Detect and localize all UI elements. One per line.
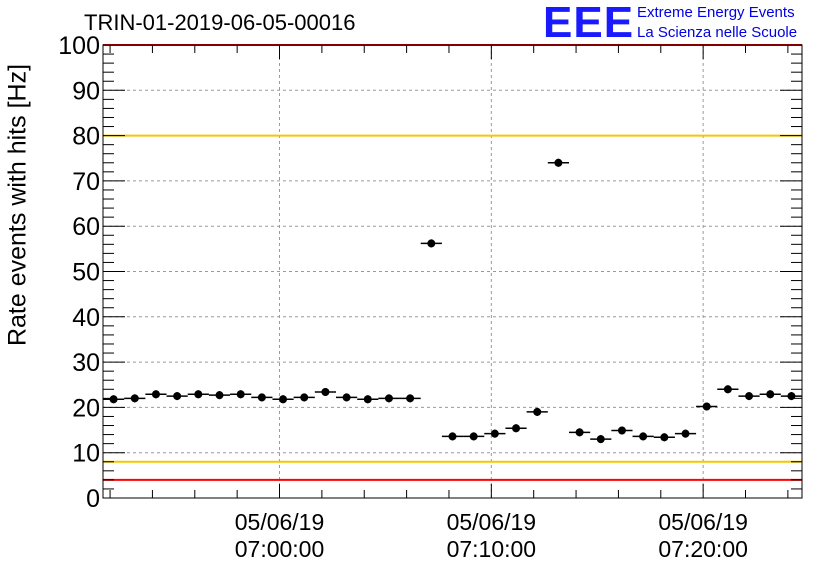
y-tick-label-6: 60 bbox=[72, 213, 100, 241]
data-point bbox=[441, 432, 464, 441]
data-point bbox=[399, 394, 421, 403]
y-tick-label-10: 100 bbox=[58, 32, 100, 60]
data-point bbox=[653, 433, 675, 442]
point-marker bbox=[596, 435, 605, 444]
data-point bbox=[547, 158, 569, 167]
point-marker bbox=[257, 393, 266, 402]
logo-line-1: Extreme Energy Events bbox=[637, 4, 795, 21]
y-tick-label-3: 30 bbox=[72, 349, 100, 377]
y-tick-label-9: 90 bbox=[72, 77, 100, 105]
data-point bbox=[293, 393, 315, 402]
point-marker bbox=[342, 393, 351, 402]
point-marker bbox=[194, 390, 203, 399]
point-marker bbox=[406, 394, 415, 403]
point-marker bbox=[681, 429, 690, 438]
point-marker bbox=[554, 158, 563, 167]
data-point bbox=[484, 429, 506, 438]
point-marker bbox=[109, 395, 118, 404]
logo-line-2: La Scienza nelle Scuole bbox=[637, 24, 798, 41]
x-tick-time-2: 07:20:00 bbox=[658, 536, 748, 562]
point-marker bbox=[617, 426, 626, 435]
point-marker bbox=[533, 407, 542, 416]
x-tick-time-0: 07:00:00 bbox=[235, 536, 325, 562]
y-tick-label-2: 20 bbox=[72, 394, 100, 422]
point-marker bbox=[151, 390, 160, 399]
y-tick-label-0: 0 bbox=[86, 485, 100, 513]
y-tick-label-1: 10 bbox=[72, 440, 100, 468]
data-point bbox=[208, 391, 231, 400]
y-tick-label-4: 40 bbox=[72, 304, 100, 332]
chart-title: TRIN-01-2019-06-05-00016 bbox=[84, 10, 356, 35]
data-point bbox=[759, 390, 781, 399]
data-point bbox=[103, 395, 125, 404]
point-marker bbox=[236, 390, 245, 399]
point-marker bbox=[173, 392, 182, 401]
point-marker bbox=[660, 433, 669, 442]
data-point bbox=[314, 387, 336, 396]
point-marker bbox=[384, 394, 393, 403]
data-point bbox=[780, 392, 802, 401]
data-point bbox=[569, 428, 591, 437]
data-point bbox=[696, 402, 718, 411]
data-point bbox=[357, 395, 379, 404]
point-marker bbox=[448, 432, 457, 441]
data-point bbox=[505, 424, 527, 433]
data-point bbox=[526, 407, 548, 416]
data-point bbox=[738, 392, 760, 401]
point-marker bbox=[787, 392, 796, 401]
point-marker bbox=[215, 391, 224, 400]
x-tick-date-1: 05/06/19 bbox=[447, 509, 537, 535]
data-point bbox=[124, 394, 146, 403]
data-point bbox=[717, 385, 739, 394]
data-point bbox=[611, 426, 633, 435]
point-marker bbox=[766, 390, 775, 399]
data-point bbox=[187, 390, 209, 399]
data-point bbox=[632, 432, 654, 441]
x-tick-date-2: 05/06/19 bbox=[658, 509, 748, 535]
data-point bbox=[420, 239, 442, 248]
data-point bbox=[463, 432, 485, 441]
data-point bbox=[674, 429, 697, 438]
point-marker bbox=[427, 239, 436, 248]
x-tick-time-1: 07:10:00 bbox=[447, 536, 537, 562]
data-point bbox=[145, 390, 167, 399]
eee-logo: EEE bbox=[543, 0, 635, 47]
y-tick-label-7: 70 bbox=[72, 168, 100, 196]
data-point bbox=[336, 393, 358, 402]
point-marker bbox=[639, 432, 648, 441]
point-marker bbox=[279, 395, 288, 404]
point-marker bbox=[363, 395, 372, 404]
point-marker bbox=[130, 394, 139, 403]
x-tick-date-0: 05/06/19 bbox=[235, 509, 325, 535]
point-marker bbox=[575, 428, 584, 437]
point-marker bbox=[512, 424, 521, 433]
point-marker bbox=[469, 432, 478, 441]
point-marker bbox=[702, 402, 711, 411]
point-marker bbox=[745, 392, 754, 401]
y-tick-label-8: 80 bbox=[72, 123, 100, 151]
point-marker bbox=[321, 387, 330, 396]
data-point bbox=[166, 392, 188, 401]
data-point bbox=[251, 393, 273, 402]
y-tick-label-5: 50 bbox=[72, 259, 100, 287]
point-marker bbox=[490, 429, 499, 438]
data-point bbox=[378, 394, 400, 403]
point-marker bbox=[723, 385, 732, 394]
point-marker bbox=[300, 393, 309, 402]
data-point bbox=[272, 395, 294, 404]
data-point bbox=[230, 390, 252, 399]
data-point bbox=[590, 435, 612, 444]
